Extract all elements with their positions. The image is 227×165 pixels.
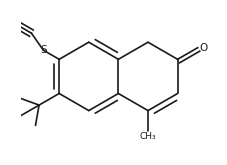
Text: O: O	[199, 43, 207, 53]
Text: S: S	[40, 45, 47, 55]
Text: CH₃: CH₃	[140, 132, 156, 141]
